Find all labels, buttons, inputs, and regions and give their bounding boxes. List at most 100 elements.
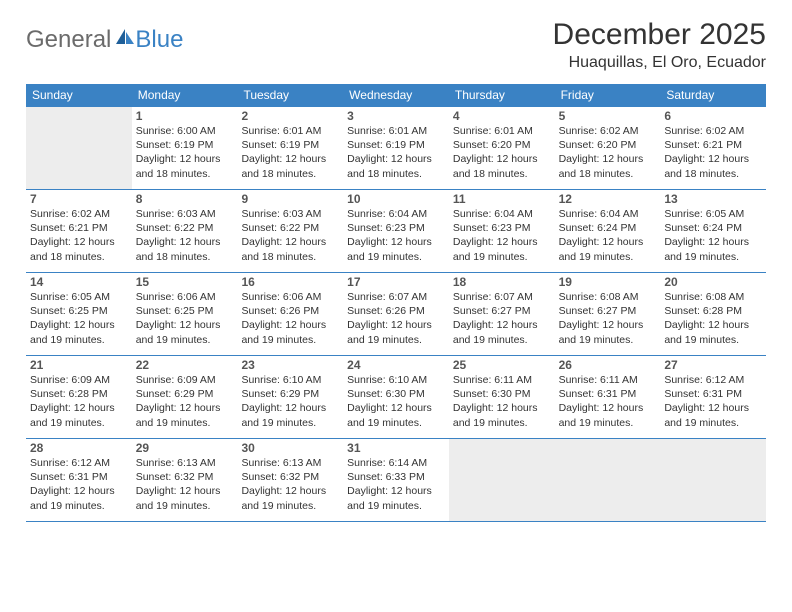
day-number: 3 [347, 109, 445, 123]
day-daylight1: Daylight: 12 hours [453, 152, 551, 166]
day-cell: 5Sunrise: 6:02 AMSunset: 6:20 PMDaylight… [555, 107, 661, 189]
day-info: Sunrise: 6:01 AMSunset: 6:19 PMDaylight:… [347, 124, 445, 181]
day-info: Sunrise: 6:07 AMSunset: 6:26 PMDaylight:… [347, 290, 445, 347]
day-cell: 28Sunrise: 6:12 AMSunset: 6:31 PMDayligh… [26, 439, 132, 521]
day-sunset: Sunset: 6:22 PM [241, 221, 339, 235]
day-daylight1: Daylight: 12 hours [30, 401, 128, 415]
day-number: 15 [136, 275, 234, 289]
day-sunrise: Sunrise: 6:03 AM [136, 207, 234, 221]
day-daylight1: Daylight: 12 hours [30, 318, 128, 332]
day-sunset: Sunset: 6:19 PM [347, 138, 445, 152]
day-sunset: Sunset: 6:25 PM [136, 304, 234, 318]
day-cell: 7Sunrise: 6:02 AMSunset: 6:21 PMDaylight… [26, 190, 132, 272]
day-header: Monday [132, 84, 238, 107]
day-daylight1: Daylight: 12 hours [136, 152, 234, 166]
day-daylight2: and 19 minutes. [559, 416, 657, 430]
day-cell: 14Sunrise: 6:05 AMSunset: 6:25 PMDayligh… [26, 273, 132, 355]
day-daylight1: Daylight: 12 hours [664, 318, 762, 332]
day-daylight1: Daylight: 12 hours [347, 401, 445, 415]
day-info: Sunrise: 6:12 AMSunset: 6:31 PMDaylight:… [664, 373, 762, 430]
month-title: December 2025 [553, 18, 766, 52]
day-sunrise: Sunrise: 6:07 AM [453, 290, 551, 304]
day-daylight1: Daylight: 12 hours [453, 235, 551, 249]
day-sunset: Sunset: 6:20 PM [559, 138, 657, 152]
day-header: Thursday [449, 84, 555, 107]
day-cell: 25Sunrise: 6:11 AMSunset: 6:30 PMDayligh… [449, 356, 555, 438]
day-sunrise: Sunrise: 6:10 AM [241, 373, 339, 387]
day-daylight1: Daylight: 12 hours [30, 484, 128, 498]
day-header: Friday [555, 84, 661, 107]
day-daylight1: Daylight: 12 hours [347, 235, 445, 249]
day-sunrise: Sunrise: 6:05 AM [30, 290, 128, 304]
day-cell: 21Sunrise: 6:09 AMSunset: 6:28 PMDayligh… [26, 356, 132, 438]
day-info: Sunrise: 6:13 AMSunset: 6:32 PMDaylight:… [136, 456, 234, 513]
day-sunrise: Sunrise: 6:04 AM [347, 207, 445, 221]
day-daylight1: Daylight: 12 hours [664, 152, 762, 166]
day-sunset: Sunset: 6:19 PM [241, 138, 339, 152]
day-daylight2: and 19 minutes. [241, 416, 339, 430]
day-cell: 10Sunrise: 6:04 AMSunset: 6:23 PMDayligh… [343, 190, 449, 272]
day-cell-empty [555, 439, 661, 521]
week-row: 7Sunrise: 6:02 AMSunset: 6:21 PMDaylight… [26, 190, 766, 273]
day-cell: 22Sunrise: 6:09 AMSunset: 6:29 PMDayligh… [132, 356, 238, 438]
day-number: 11 [453, 192, 551, 206]
day-number: 14 [30, 275, 128, 289]
day-cell: 13Sunrise: 6:05 AMSunset: 6:24 PMDayligh… [660, 190, 766, 272]
day-number: 16 [241, 275, 339, 289]
day-sunset: Sunset: 6:27 PM [559, 304, 657, 318]
day-cell: 12Sunrise: 6:04 AMSunset: 6:24 PMDayligh… [555, 190, 661, 272]
day-info: Sunrise: 6:11 AMSunset: 6:31 PMDaylight:… [559, 373, 657, 430]
day-daylight2: and 19 minutes. [664, 416, 762, 430]
day-cell: 2Sunrise: 6:01 AMSunset: 6:19 PMDaylight… [237, 107, 343, 189]
day-daylight2: and 19 minutes. [453, 250, 551, 264]
day-sunset: Sunset: 6:20 PM [453, 138, 551, 152]
day-cell: 26Sunrise: 6:11 AMSunset: 6:31 PMDayligh… [555, 356, 661, 438]
day-cell: 3Sunrise: 6:01 AMSunset: 6:19 PMDaylight… [343, 107, 449, 189]
day-sunrise: Sunrise: 6:04 AM [559, 207, 657, 221]
day-sunrise: Sunrise: 6:06 AM [136, 290, 234, 304]
day-info: Sunrise: 6:04 AMSunset: 6:23 PMDaylight:… [453, 207, 551, 264]
day-daylight1: Daylight: 12 hours [136, 484, 234, 498]
day-info: Sunrise: 6:02 AMSunset: 6:21 PMDaylight:… [664, 124, 762, 181]
day-sunrise: Sunrise: 6:13 AM [241, 456, 339, 470]
day-daylight2: and 19 minutes. [241, 333, 339, 347]
day-daylight1: Daylight: 12 hours [241, 318, 339, 332]
day-daylight2: and 19 minutes. [559, 250, 657, 264]
day-header-row: SundayMondayTuesdayWednesdayThursdayFrid… [26, 84, 766, 107]
day-sunset: Sunset: 6:19 PM [136, 138, 234, 152]
day-sunset: Sunset: 6:28 PM [30, 387, 128, 401]
day-sunset: Sunset: 6:31 PM [559, 387, 657, 401]
day-sunrise: Sunrise: 6:05 AM [664, 207, 762, 221]
day-sunset: Sunset: 6:29 PM [136, 387, 234, 401]
day-sunrise: Sunrise: 6:14 AM [347, 456, 445, 470]
logo: General Blue [26, 26, 183, 54]
day-info: Sunrise: 6:08 AMSunset: 6:27 PMDaylight:… [559, 290, 657, 347]
day-daylight2: and 18 minutes. [241, 250, 339, 264]
day-daylight2: and 19 minutes. [347, 333, 445, 347]
day-daylight1: Daylight: 12 hours [136, 401, 234, 415]
day-number: 17 [347, 275, 445, 289]
day-sunset: Sunset: 6:25 PM [30, 304, 128, 318]
day-sunset: Sunset: 6:21 PM [30, 221, 128, 235]
day-info: Sunrise: 6:14 AMSunset: 6:33 PMDaylight:… [347, 456, 445, 513]
day-daylight2: and 18 minutes. [453, 167, 551, 181]
day-header: Saturday [660, 84, 766, 107]
day-daylight2: and 19 minutes. [136, 333, 234, 347]
day-sunset: Sunset: 6:26 PM [241, 304, 339, 318]
day-daylight1: Daylight: 12 hours [30, 235, 128, 249]
title-block: December 2025 Huaquillas, El Oro, Ecuado… [553, 18, 766, 72]
day-cell: 20Sunrise: 6:08 AMSunset: 6:28 PMDayligh… [660, 273, 766, 355]
week-row: 14Sunrise: 6:05 AMSunset: 6:25 PMDayligh… [26, 273, 766, 356]
day-daylight2: and 19 minutes. [30, 416, 128, 430]
day-number: 10 [347, 192, 445, 206]
day-number: 2 [241, 109, 339, 123]
day-number: 28 [30, 441, 128, 455]
day-daylight2: and 18 minutes. [136, 167, 234, 181]
day-info: Sunrise: 6:00 AMSunset: 6:19 PMDaylight:… [136, 124, 234, 181]
day-sunrise: Sunrise: 6:02 AM [664, 124, 762, 138]
day-number: 26 [559, 358, 657, 372]
day-daylight1: Daylight: 12 hours [559, 235, 657, 249]
day-number: 12 [559, 192, 657, 206]
day-daylight1: Daylight: 12 hours [241, 152, 339, 166]
logo-text-blue: Blue [135, 26, 183, 54]
